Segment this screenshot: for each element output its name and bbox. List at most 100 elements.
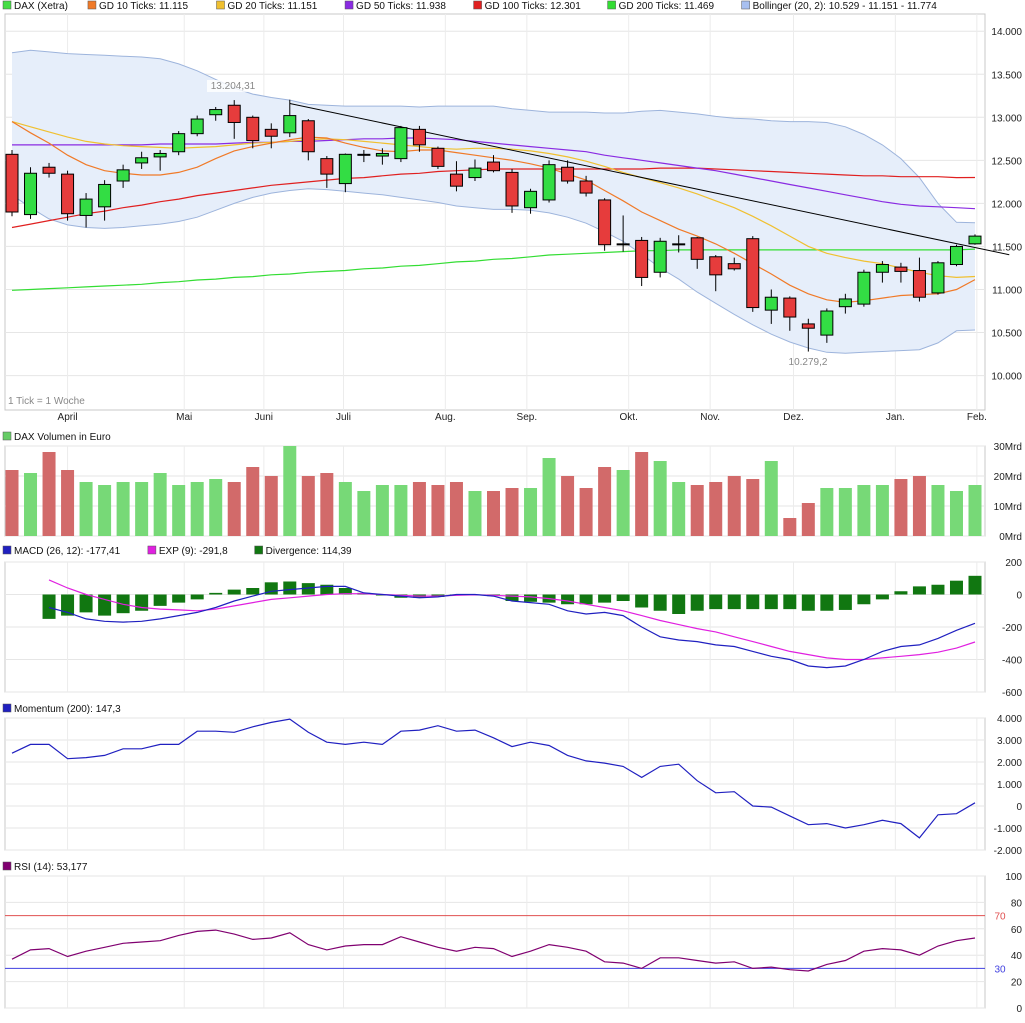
volume-bar (690, 485, 704, 536)
month-label: Mai (176, 412, 192, 423)
divergence-bar (227, 589, 241, 595)
divergence-bar (579, 594, 593, 605)
candle-down (746, 238, 760, 309)
candle-down (227, 104, 241, 123)
volume-bar (709, 482, 723, 536)
rsi-y-tick: 0 (1016, 1004, 1022, 1015)
volume-bar (468, 491, 482, 536)
candle-up (653, 240, 667, 273)
divergence-bar (838, 594, 852, 610)
candle-up (857, 271, 871, 305)
volume-bar (24, 473, 38, 536)
volume-bar (653, 461, 667, 536)
candle-up (875, 264, 889, 273)
momentum-y-tick: 1.000 (997, 780, 1022, 791)
divergence-bar (894, 591, 908, 595)
volume-bar (857, 485, 871, 536)
divergence-bar (949, 580, 963, 595)
volume-bar (727, 476, 741, 536)
candle-up (524, 190, 538, 209)
candle-down (61, 173, 75, 215)
divergence-bar (320, 584, 334, 595)
divergence-bar (598, 594, 612, 603)
rsi-level-70-label: 70 (994, 912, 1006, 923)
candle-up (968, 235, 982, 245)
price-y-tick: 11.500 (992, 242, 1022, 253)
month-label: Nov. (700, 412, 720, 423)
momentum-y-tick: 0 (1016, 802, 1022, 813)
candle-down (301, 120, 315, 153)
low-price-label: 10.279,2 (789, 357, 828, 368)
price-legend-swatch (216, 0, 225, 10)
volume-y-tick: 0Mrd (999, 532, 1022, 543)
candle-down (246, 116, 260, 142)
volume-y-tick: 30Mrd (994, 442, 1022, 453)
divergence-bar (172, 594, 186, 603)
macd-y-tick: 0 (1016, 591, 1022, 602)
momentum-y-tick: 3.000 (997, 736, 1022, 747)
volume-bar (542, 458, 556, 536)
divergence-bar (301, 583, 315, 595)
divergence-bar (79, 594, 93, 613)
month-label: Juli (336, 412, 351, 423)
price-legend-label: Bollinger (20, 2): 10.529 - 11.151 - 11.… (753, 1, 938, 12)
volume-bar (746, 479, 760, 536)
candle-up (838, 298, 852, 308)
volume-bar (875, 485, 889, 536)
price-legend-label: GD 50 Ticks: 11.938 (356, 1, 446, 12)
volume-bar (764, 461, 778, 536)
divergence-bar (190, 594, 204, 600)
macd-legend-label: MACD (26, 12): -177,41 (14, 546, 121, 557)
volume-bar (320, 473, 334, 536)
macd-y-tick: 200 (1005, 558, 1022, 569)
divergence-bar (820, 594, 834, 611)
momentum-line (11, 718, 976, 839)
rsi-y-tick: 40 (1011, 951, 1023, 962)
price-y-tick: 11.000 (992, 285, 1022, 296)
divergence-bar (672, 594, 686, 614)
divergence-bar (727, 594, 741, 610)
candle-up (79, 198, 93, 216)
volume-bar (894, 479, 908, 536)
divergence-bar (746, 594, 760, 610)
divergence-bar (505, 594, 519, 601)
volume-bar (153, 473, 167, 536)
volume-bar (375, 485, 389, 536)
candle-down (801, 323, 815, 329)
candle-down (912, 270, 926, 298)
candle-up (820, 310, 834, 336)
macd-y-tick: -200 (1002, 623, 1022, 634)
volume-bar (505, 488, 519, 536)
month-label: Aug. (435, 412, 456, 423)
candle-down (487, 161, 500, 172)
volume-bar (968, 485, 982, 536)
divergence-bar (338, 588, 352, 595)
candle-up (394, 127, 408, 160)
candle-up (672, 243, 686, 246)
candle-up (209, 109, 223, 116)
candle-up (468, 167, 482, 179)
candle-down (561, 166, 575, 182)
month-label: Okt. (620, 412, 638, 423)
volume-bar (246, 467, 260, 536)
candle-up (98, 183, 112, 208)
price-legend-swatch (473, 0, 482, 10)
price-legend-swatch (607, 0, 616, 10)
volume-bar (394, 485, 408, 536)
candle-up (616, 243, 630, 246)
volume-bar (5, 470, 19, 536)
volume-bar (357, 491, 371, 536)
volume-bar (116, 482, 130, 536)
bollinger-upper-line (11, 49, 976, 224)
candle-down (264, 128, 278, 137)
rsi-panel-frame (4, 875, 986, 1009)
divergence-bar (153, 594, 167, 606)
candle-down (449, 173, 463, 187)
candle-up (135, 157, 149, 164)
candle-down (635, 239, 649, 278)
candle-down (709, 256, 723, 276)
divergence-bar (246, 588, 260, 595)
price-y-tick: 10.500 (991, 329, 1022, 340)
price-legend-label: GD 20 Ticks: 11.151 (228, 1, 318, 12)
